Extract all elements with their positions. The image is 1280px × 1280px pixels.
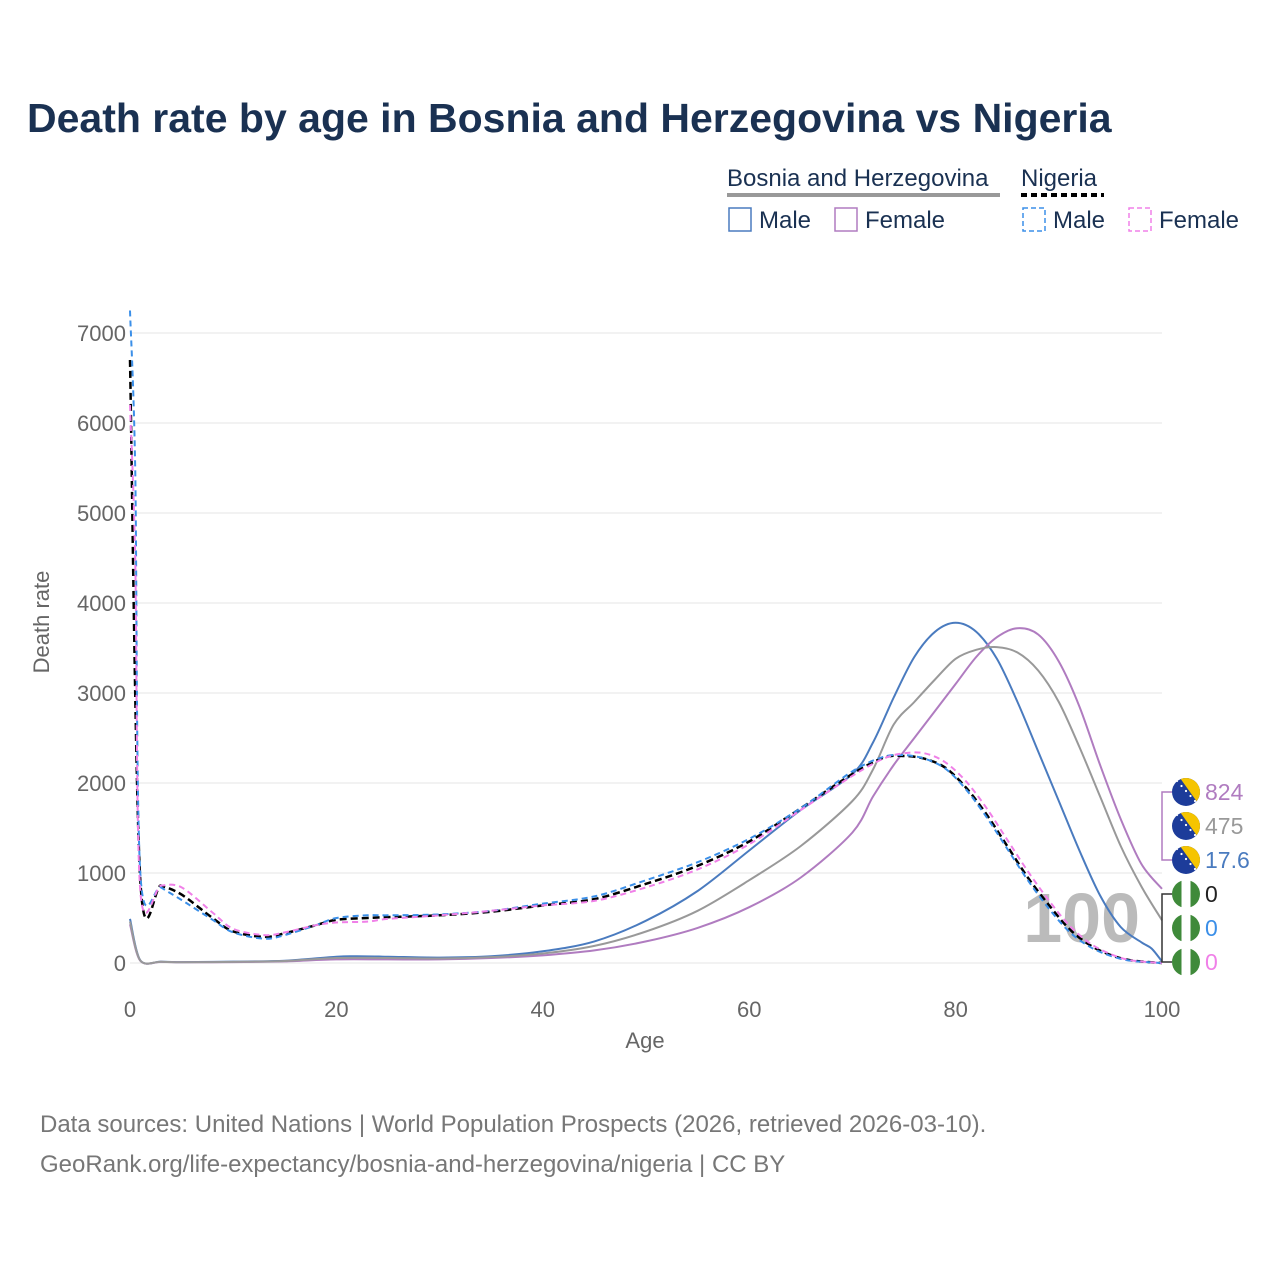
end-label-value: 475 — [1205, 813, 1243, 839]
series-line-bosnia-and-herzegovina-male[interactable] — [129, 621, 1163, 965]
y-tick-label-6000: 6000 — [77, 411, 126, 436]
y-tick-label-0: 0 — [114, 951, 126, 976]
x-tick-label-80: 80 — [943, 997, 967, 1022]
x-tick-label-20: 20 — [324, 997, 348, 1022]
end-label-bracket-nigeria — [1161, 893, 1172, 963]
x-axis-ticks: 0 20 40 60 80 100 — [124, 997, 1180, 1022]
legend-swatch-bosnia-female — [834, 207, 858, 232]
chart-title: Death rate by age in Bosnia and Herzegov… — [27, 95, 1113, 141]
end-label-value: 17.6 — [1205, 847, 1250, 873]
legend-group-bosnia[interactable]: Bosnia and Herzegovina Male Female — [727, 165, 1000, 234]
bosnia-flag-icon — [1172, 778, 1200, 806]
legend-group-bosnia-name: Bosnia and Herzegovina — [727, 165, 989, 192]
y-tick-label-4000: 4000 — [77, 591, 126, 616]
series-lines — [128, 310, 1163, 965]
legend-swatch-nigeria-female — [1128, 207, 1152, 232]
legend-swatch-nigeria-male — [1022, 207, 1046, 232]
end-label-bih-2: 17.6 — [1172, 846, 1250, 874]
legend-group-nigeria-name: Nigeria — [1021, 165, 1098, 192]
nigeria-flag-icon — [1172, 914, 1200, 942]
footer-url[interactable]: GeoRank.org/life-expectancy/bosnia-and-h… — [40, 1151, 785, 1178]
legend-swatch-bosnia-male — [728, 207, 752, 232]
y-axis-title: Death rate — [29, 571, 54, 674]
legend: Bosnia and Herzegovina Male Female Niger… — [727, 165, 1239, 234]
series-line-nigeria-male[interactable] — [129, 310, 1163, 964]
legend-label-nigeria-female: Female — [1159, 207, 1239, 234]
bosnia-flag-icon — [1172, 812, 1200, 840]
end-label-ng-4: 0 — [1172, 914, 1218, 942]
nigeria-flag-icon — [1172, 880, 1200, 908]
end-label-value: 0 — [1205, 881, 1218, 907]
y-tick-label-7000: 7000 — [77, 321, 126, 346]
legend-label-bosnia-male: Male — [759, 207, 811, 234]
end-label-value: 824 — [1205, 779, 1244, 805]
legend-label-bosnia-female: Female — [865, 207, 945, 234]
y-tick-label-5000: 5000 — [77, 501, 126, 526]
end-label-bracket-bosnia — [1161, 791, 1172, 861]
series-line-nigeria-female[interactable] — [129, 404, 1163, 964]
gridlines — [130, 332, 1162, 964]
bosnia-flag-icon — [1172, 846, 1200, 874]
legend-label-nigeria-male: Male — [1053, 207, 1105, 234]
y-tick-label-3000: 3000 — [77, 681, 126, 706]
x-tick-label-60: 60 — [737, 997, 761, 1022]
nigeria-flag-icon — [1172, 948, 1200, 976]
end-label-bih-0: 824 — [1172, 778, 1244, 806]
x-tick-label-0: 0 — [124, 997, 136, 1022]
x-axis-title: Age — [625, 1028, 664, 1053]
end-label-value: 0 — [1205, 915, 1218, 941]
end-label-value: 0 — [1205, 949, 1218, 975]
end-labels: 824 475 17.6 0 0 0 — [1161, 778, 1250, 976]
series-line-bosnia-and-herzegovina-total[interactable] — [129, 646, 1163, 965]
end-label-ng-5: 0 — [1172, 948, 1218, 976]
series-line-nigeria-total[interactable] — [128, 359, 1163, 965]
end-label-bih-1: 475 — [1172, 812, 1243, 840]
end-label-ng-3: 0 — [1172, 880, 1218, 908]
y-tick-label-2000: 2000 — [77, 771, 126, 796]
footer-sources: Data sources: United Nations | World Pop… — [40, 1111, 986, 1138]
x-tick-label-40: 40 — [531, 997, 555, 1022]
x-tick-label-100: 100 — [1144, 997, 1181, 1022]
y-axis-ticks: 0 1000 2000 3000 4000 5000 6000 7000 — [77, 321, 126, 976]
legend-group-nigeria[interactable]: Nigeria Male Female — [1021, 165, 1239, 234]
y-tick-label-1000: 1000 — [77, 861, 126, 886]
